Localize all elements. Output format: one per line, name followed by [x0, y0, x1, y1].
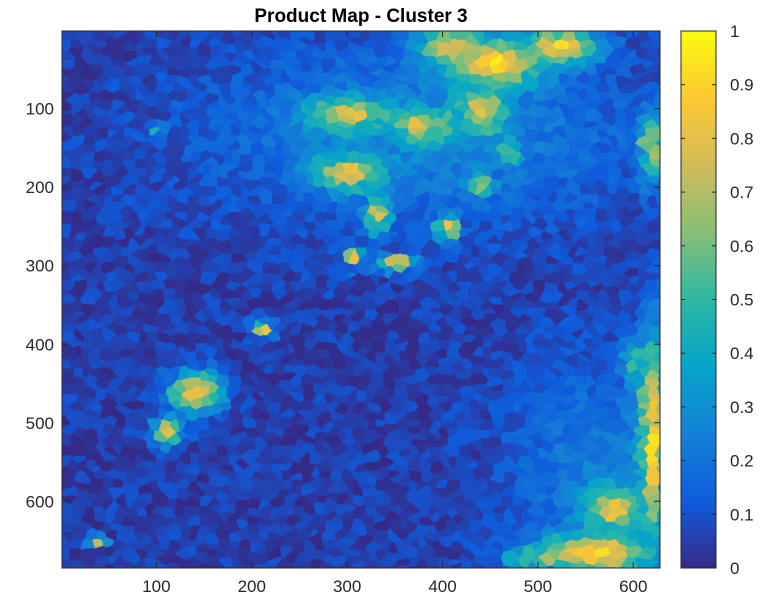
y-tick-label: 300 — [26, 257, 54, 276]
chart-title: Product Map - Cluster 3 — [254, 6, 467, 27]
y-tick-label: 100 — [26, 100, 54, 119]
colorbar-tick-label: 0 — [730, 559, 739, 578]
colorbar-tick-label: 0.4 — [730, 344, 754, 363]
y-tick-label: 400 — [26, 335, 54, 354]
colorbar: 0 0.1 0.2 0.3 0.4 0.5 0.6 0.7 0.8 0.9 1 — [680, 22, 754, 578]
colorbar-fill — [681, 31, 716, 568]
x-tick-label: 100 — [142, 577, 170, 596]
x-tick-label: 200 — [238, 577, 266, 596]
colorbar-tick-label: 0.1 — [730, 505, 754, 524]
colorbar-ticks: 0 0.1 0.2 0.3 0.4 0.5 0.6 0.7 0.8 0.9 1 — [681, 22, 754, 578]
plot-area: 100 200 300 400 500 600 100 200 300 400 500 600 — [26, 30, 661, 596]
y-tick-label: 200 — [26, 178, 54, 197]
colorbar-tick-label: 1 — [730, 22, 739, 41]
colorbar-tick-label: 0.3 — [730, 398, 754, 417]
x-tick-label: 500 — [524, 577, 552, 596]
colorbar-tick-label: 0.8 — [730, 129, 754, 148]
plot-frame — [61, 30, 661, 569]
y-tick-label: 500 — [26, 414, 54, 433]
colorbar-tick-label: 0.6 — [730, 237, 754, 256]
colorbar-tick-label: 0.2 — [730, 452, 754, 471]
x-tick-label: 400 — [428, 577, 456, 596]
x-tick-label: 300 — [333, 577, 361, 596]
colorbar-tick-label: 0.7 — [730, 183, 754, 202]
x-tick-label: 600 — [619, 577, 647, 596]
x-axis: 100 200 300 400 500 600 — [142, 31, 647, 596]
colorbar-tick-label: 0.9 — [730, 76, 754, 95]
colorbar-tick-label: 0.5 — [730, 291, 754, 310]
y-tick-label: 600 — [26, 492, 54, 511]
heatmap-image — [62, 31, 660, 568]
y-axis: 100 200 300 400 500 600 — [26, 100, 660, 511]
